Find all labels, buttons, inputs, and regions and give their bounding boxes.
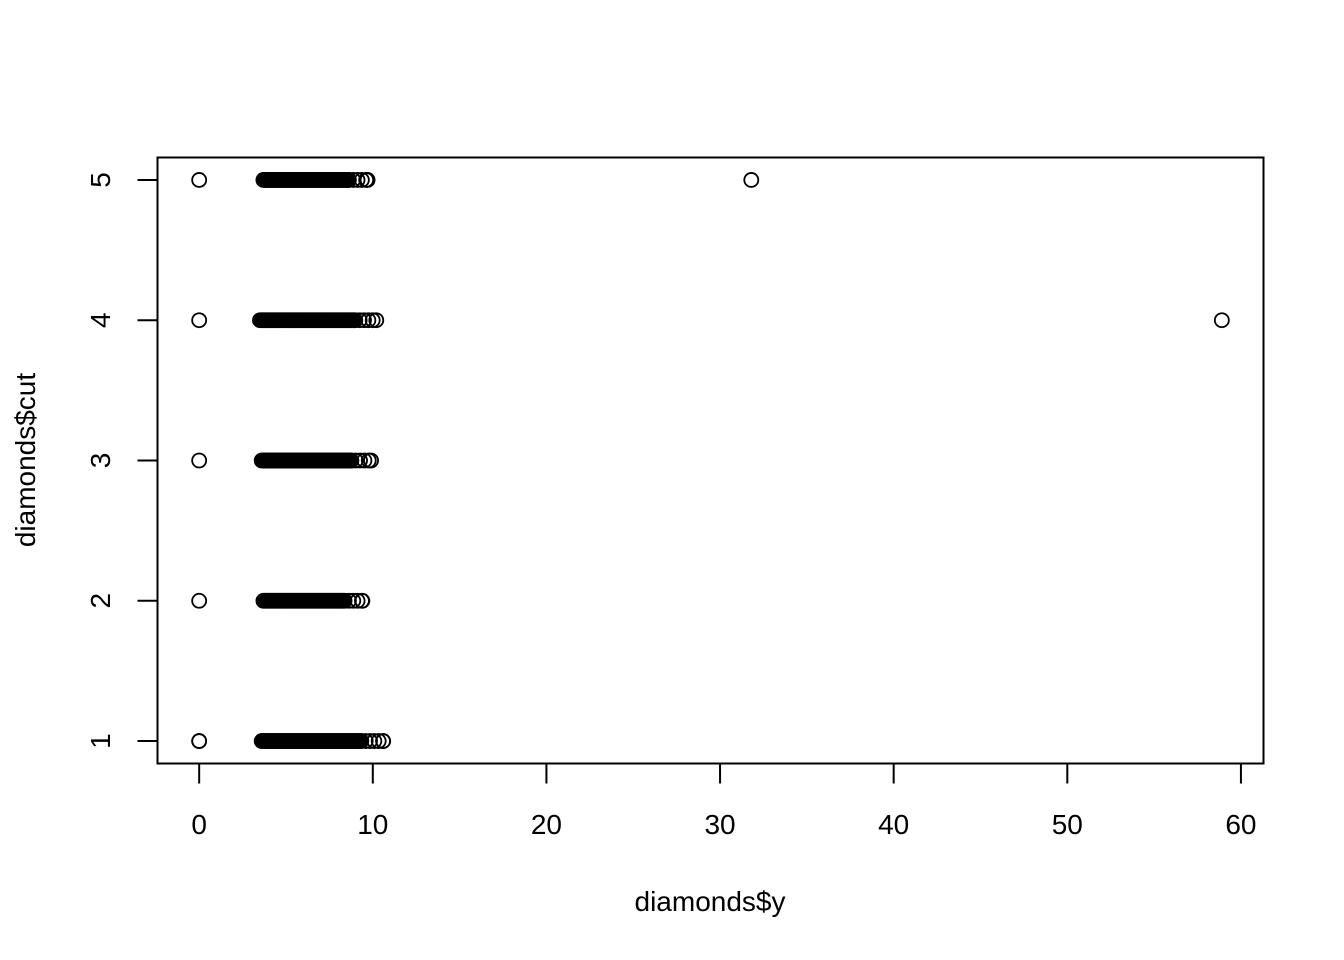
x-tick-label: 0 (191, 809, 207, 840)
data-point (1213, 312, 1230, 329)
data-points (191, 172, 1230, 749)
data-point (370, 733, 387, 749)
data-point (356, 312, 372, 329)
data-point (352, 452, 368, 469)
data-point (345, 592, 362, 609)
data-point (191, 312, 208, 329)
x-tick-label: 30 (704, 809, 735, 840)
data-point (191, 172, 208, 188)
y-axis-title: diamonds$cut (10, 373, 41, 548)
data-point (353, 733, 370, 749)
data-point (743, 172, 760, 188)
y-tick-label: 1 (85, 733, 116, 749)
data-point (354, 592, 371, 609)
data-point (191, 592, 208, 609)
x-tick-label: 20 (531, 809, 562, 840)
x-tick-label: 50 (1052, 809, 1083, 840)
data-point (359, 172, 376, 188)
data-point (356, 452, 373, 469)
data-point (349, 172, 366, 188)
x-tick-label: 60 (1225, 809, 1256, 840)
data-point (340, 172, 357, 188)
data-point (375, 733, 392, 749)
data-point (368, 312, 385, 329)
x-axis-title: diamonds$y (635, 886, 786, 917)
data-point (347, 452, 364, 469)
data-point (336, 592, 353, 609)
data-point (191, 733, 208, 749)
x-tick-label: 40 (878, 809, 909, 840)
data-point (349, 592, 366, 609)
y-tick-label: 3 (85, 453, 116, 469)
data-point (360, 312, 377, 329)
y-tick-label: 5 (85, 172, 116, 188)
data-point (343, 452, 360, 469)
data-point (363, 452, 379, 469)
y-tick-label: 4 (85, 312, 116, 328)
data-point (347, 312, 364, 329)
x-axis: 0 10 20 30 40 50 60 (191, 762, 1257, 840)
data-point (366, 733, 383, 749)
y-axis: 1 2 3 4 5 (85, 172, 159, 749)
y-tick-label: 2 (85, 593, 116, 609)
data-point (353, 172, 370, 188)
data-point (191, 452, 208, 469)
x-tick-label: 10 (357, 809, 388, 840)
data-point (357, 733, 374, 749)
data-point (351, 312, 368, 329)
